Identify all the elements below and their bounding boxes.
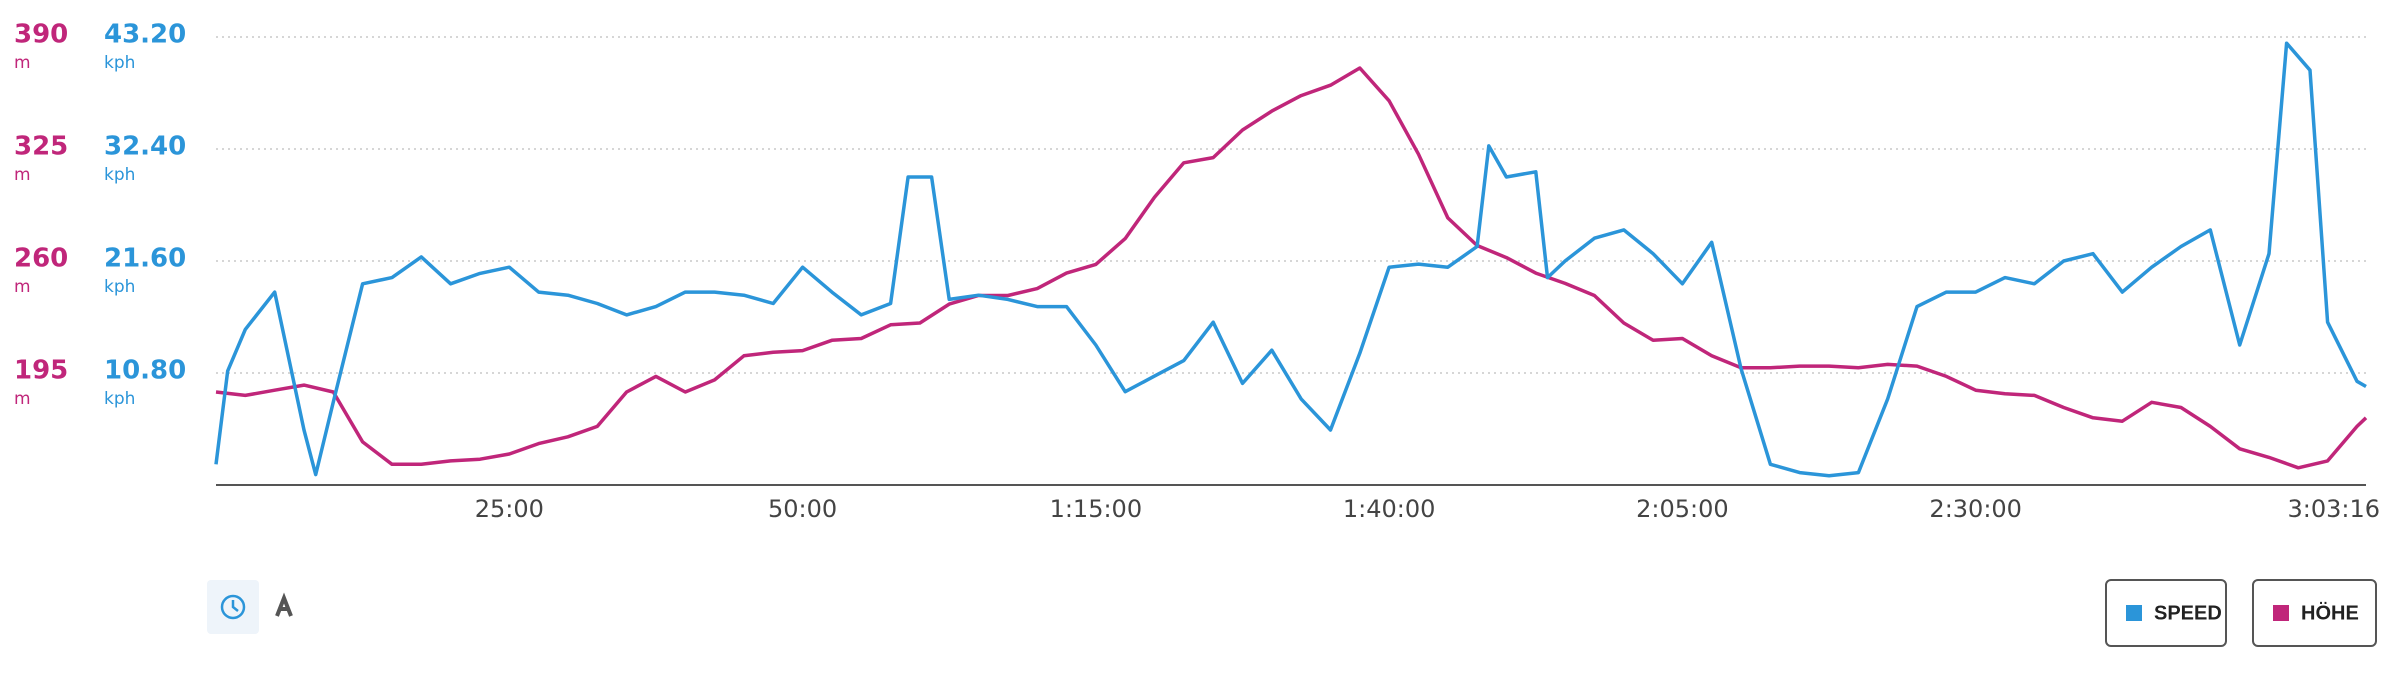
legend-label: HÖHE: [2301, 601, 2359, 624]
y2-unit-label: kph: [104, 277, 135, 297]
y-tick-label: 260: [14, 244, 68, 274]
y-unit-label: m: [14, 165, 31, 185]
y2-tick-label: 21.60: [104, 244, 186, 274]
series-line: [215, 66, 2368, 470]
clock-icon: [220, 594, 246, 620]
legend-swatch: [2273, 605, 2289, 621]
legend-swatch: [2126, 605, 2142, 621]
y2-unit-label: kph: [104, 53, 135, 73]
x-tick-label: 1:15:00: [1050, 495, 1143, 523]
y-unit-label: m: [14, 277, 31, 297]
x-tick-label: 2:05:00: [1636, 495, 1729, 523]
y-tick-label: 195: [14, 356, 68, 386]
legend-button[interactable]: [2252, 579, 2377, 647]
y2-tick-label: 10.80: [104, 356, 186, 386]
x-tick-label: 3:03:16: [2287, 495, 2380, 523]
y-unit-label: m: [14, 389, 31, 409]
x-tick-label: 2:30:00: [1929, 495, 2022, 523]
x-tick-label: 1:40:00: [1343, 495, 1436, 523]
y-tick-label: 390: [14, 20, 68, 50]
y2-unit-label: kph: [104, 165, 135, 185]
x-tick-label: 25:00: [475, 495, 544, 523]
x-tick-label: 50:00: [768, 495, 837, 523]
y-unit-label: m: [14, 53, 31, 73]
y-tick-label: 325: [14, 132, 68, 162]
y2-tick-label: 43.20: [104, 20, 186, 50]
legend-label: SPEED: [2154, 602, 2222, 624]
series-line: [214, 41, 2367, 478]
y2-unit-label: kph: [104, 389, 135, 409]
y2-tick-label: 32.40: [104, 132, 186, 162]
distance-axis-button[interactable]: [275, 592, 293, 617]
legend-button[interactable]: [2105, 579, 2227, 647]
clock-hand: [231, 600, 239, 612]
